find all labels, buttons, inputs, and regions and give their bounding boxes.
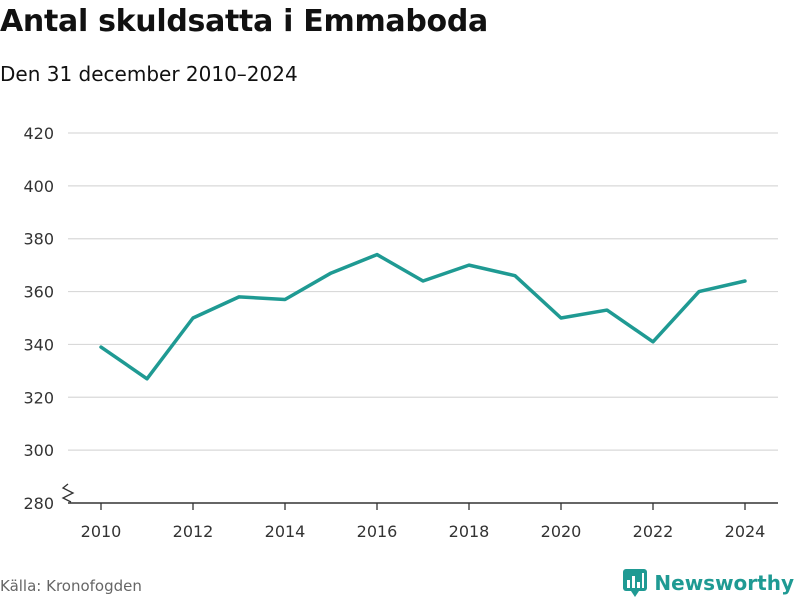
source-note: Källa: Kronofogden <box>0 577 142 595</box>
x-axis <box>61 483 778 510</box>
chart-subtitle: Den 31 december 2010–2024 <box>0 62 298 86</box>
x-axis-tick-labels: 2010 2012 2014 2016 2018 2020 2022 2024 <box>81 522 766 541</box>
y-tick-label: 340 <box>23 335 54 354</box>
x-tick-label: 2022 <box>633 522 674 541</box>
x-tick-label: 2020 <box>541 522 582 541</box>
series-line <box>99 252 747 381</box>
y-tick-label: 400 <box>23 177 54 196</box>
y-tick-label: 420 <box>23 124 54 143</box>
y-axis-tick-labels: 280 300 320 340 360 380 400 420 <box>23 124 54 513</box>
x-tick-label: 2012 <box>173 522 214 541</box>
chart-title: Antal skuldsatta i Emmaboda <box>0 4 488 39</box>
gridlines <box>68 132 778 451</box>
x-tick-label: 2024 <box>725 522 766 541</box>
brand-logo[interactable]: Newsworthy <box>622 568 794 598</box>
x-tick-label: 2018 <box>449 522 490 541</box>
y-tick-label: 300 <box>23 441 54 460</box>
y-tick-label: 360 <box>23 283 54 302</box>
series-group <box>99 252 747 381</box>
x-tick-label: 2016 <box>357 522 398 541</box>
y-tick-label: 320 <box>23 388 54 407</box>
newsworthy-icon <box>623 569 648 597</box>
y-tick-label: 380 <box>23 230 54 249</box>
x-tick-label: 2014 <box>265 522 306 541</box>
x-tick-label: 2010 <box>81 522 122 541</box>
axis-break-marker <box>61 483 75 503</box>
brand-name: Newsworthy <box>654 571 794 595</box>
y-tick-label: 280 <box>23 494 54 513</box>
